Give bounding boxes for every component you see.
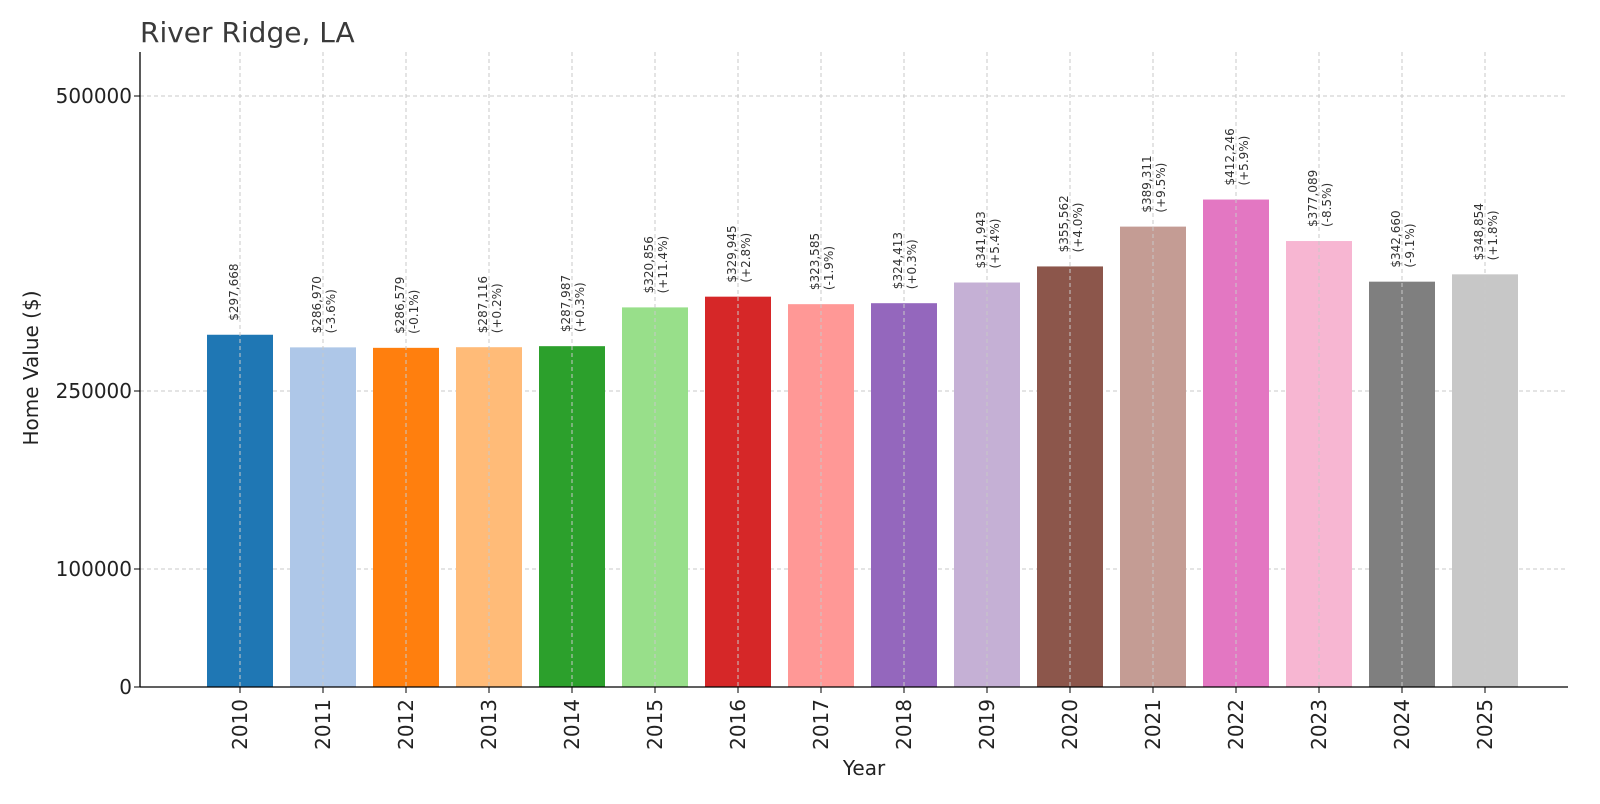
x-tick-label: 2022	[1224, 699, 1248, 750]
x-tick-label: 2023	[1307, 699, 1331, 750]
value-label: $286,970	[310, 276, 324, 333]
data-label-2016: $329,945 (+2.8%)	[725, 225, 753, 282]
x-tick-label: 2012	[394, 699, 418, 750]
change-label: (+5.4%)	[988, 219, 1002, 269]
change-label: (+0.3%)	[573, 282, 587, 332]
y-tick-label: 100000	[56, 557, 132, 581]
data-label-2024: $342,660 (-9.1%)	[1389, 210, 1417, 267]
ticks-layer: 0 100000 250000 500000 2010 2011 2012 2013 2014 2…	[56, 84, 1497, 750]
value-label: $329,945	[725, 225, 739, 282]
value-label: $286,579	[393, 277, 407, 334]
change-label: (+1.8%)	[1486, 210, 1500, 260]
vertical-grid-layer	[239, 52, 1486, 687]
change-label: (+2.8%)	[739, 233, 753, 283]
value-label: $324,413	[891, 232, 905, 289]
x-tick-label: 2016	[726, 699, 750, 750]
value-label: $287,987	[559, 275, 573, 332]
axes-layer	[139, 52, 1568, 688]
data-label-2021: $389,311 (+9.5%)	[1140, 155, 1168, 212]
change-label: (+9.5%)	[1154, 163, 1168, 213]
value-label: $341,943	[974, 211, 988, 268]
data-label-2022: $412,246 (+5.9%)	[1223, 128, 1251, 185]
value-label: $323,585	[808, 233, 822, 290]
x-tick-label: 2010	[228, 699, 252, 750]
x-tick-label: 2021	[1141, 699, 1165, 750]
y-tick-label: 250000	[56, 379, 132, 403]
x-tick-label: 2015	[643, 699, 667, 750]
y-axis-label: Home Value ($)	[19, 290, 43, 445]
change-label: (+11.4%)	[656, 236, 670, 294]
x-tick-label: 2019	[975, 699, 999, 750]
x-tick-label: 2011	[311, 699, 335, 750]
change-label: (+0.3%)	[905, 239, 919, 289]
x-tick-label: 2017	[809, 699, 833, 750]
change-label: (+0.2%)	[490, 283, 504, 333]
data-label-2018: $324,413 (+0.3%)	[891, 232, 919, 289]
value-label: $389,311	[1140, 155, 1154, 212]
change-label: (-1.9%)	[822, 246, 836, 290]
x-tick-label: 2020	[1058, 699, 1082, 750]
value-label: $320,856	[642, 236, 656, 293]
value-label: $287,116	[476, 276, 490, 333]
y-tick-label: 0	[119, 675, 132, 699]
data-label-2017: $323,585 (-1.9%)	[808, 233, 836, 290]
data-label-2015: $320,856 (+11.4%)	[642, 236, 670, 294]
change-label: (+4.0%)	[1071, 203, 1085, 253]
bar-2015	[622, 307, 688, 687]
change-label: (-8.5%)	[1320, 183, 1334, 227]
change-label: (-0.1%)	[407, 290, 421, 334]
change-label: (-9.1%)	[1403, 223, 1417, 267]
x-tick-label: 2024	[1390, 699, 1414, 750]
x-tick-label: 2025	[1473, 699, 1497, 750]
data-label-2020: $355,562 (+4.0%)	[1057, 195, 1085, 252]
chart-title: River Ridge, LA	[140, 16, 355, 49]
data-label-2010: $297,668	[227, 263, 241, 320]
x-tick-label: 2018	[892, 699, 916, 750]
data-labels-layer: $297,668 $286,970 (-3.6%) $286,579 (-0.1%) $2…	[227, 128, 1500, 334]
value-label: $297,668	[227, 263, 241, 320]
data-label-2019: $341,943 (+5.4%)	[974, 211, 1002, 268]
bars-layer	[207, 199, 1518, 687]
data-label-2025: $348,854 (+1.8%)	[1472, 203, 1500, 260]
x-tick-label: 2013	[477, 699, 501, 750]
value-label: $348,854	[1472, 203, 1486, 260]
bar-2021	[1120, 226, 1186, 687]
value-label: $377,089	[1306, 170, 1320, 227]
x-tick-label: 2014	[560, 699, 584, 750]
data-label-2014: $287,987 (+0.3%)	[559, 275, 587, 332]
change-label: (-3.6%)	[324, 289, 338, 333]
bar-2020	[1037, 266, 1103, 687]
data-label-2023: $377,089 (-8.5%)	[1306, 170, 1334, 227]
value-label: $412,246	[1223, 128, 1237, 185]
change-label: (+5.9%)	[1237, 136, 1251, 186]
data-label-2011: $286,970 (-3.6%)	[310, 276, 338, 333]
x-axis-label: Year	[842, 756, 886, 780]
data-label-2012: $286,579 (-0.1%)	[393, 277, 421, 334]
y-tick-label: 500000	[56, 84, 132, 108]
value-label: $342,660	[1389, 210, 1403, 267]
value-label: $355,562	[1057, 195, 1071, 252]
data-label-2013: $287,116 (+0.2%)	[476, 276, 504, 333]
